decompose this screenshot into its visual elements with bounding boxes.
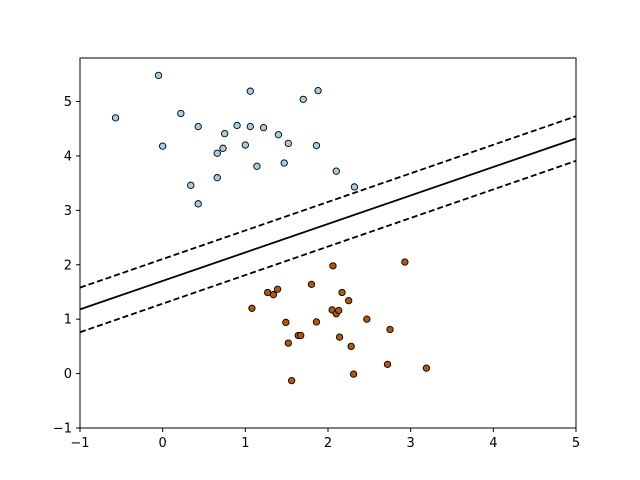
class-0-point bbox=[253, 162, 261, 170]
class-1-point bbox=[349, 370, 358, 378]
y-tick-label: 1 bbox=[64, 313, 72, 328]
class-0-point bbox=[241, 141, 249, 149]
x-tick-label: 2 bbox=[324, 436, 332, 451]
class-0-point bbox=[187, 181, 195, 189]
class-0-point bbox=[111, 114, 120, 122]
y-tick-label: 0 bbox=[64, 367, 72, 382]
class-0-point bbox=[221, 129, 229, 138]
class-0-point bbox=[314, 86, 322, 95]
class-0-point bbox=[177, 109, 185, 118]
class-0-point bbox=[280, 159, 288, 167]
class-0-point bbox=[159, 142, 167, 150]
class-0-point bbox=[274, 131, 283, 139]
axes-frame bbox=[79, 57, 577, 429]
class-1-point bbox=[347, 342, 355, 351]
axes-border bbox=[79, 57, 577, 429]
class-1-point bbox=[269, 291, 278, 299]
y-tick-label: 5 bbox=[64, 95, 72, 110]
y-tick-label: 4 bbox=[64, 149, 72, 164]
y-tick-label: 3 bbox=[64, 204, 72, 219]
plot-area bbox=[80, 71, 576, 385]
class-0-point bbox=[350, 183, 359, 191]
class-1-point bbox=[335, 306, 343, 315]
class-0-point bbox=[194, 122, 202, 131]
x-tick-label: −1 bbox=[70, 436, 89, 451]
class-1-point bbox=[284, 339, 292, 347]
class-0-point bbox=[246, 122, 254, 131]
class-1-point bbox=[273, 285, 282, 293]
x-tick-label: 1 bbox=[241, 436, 249, 451]
class-0-point bbox=[299, 95, 307, 104]
class-1-point bbox=[297, 331, 305, 340]
y-tick-label: 2 bbox=[64, 258, 72, 273]
class-1-point bbox=[422, 364, 431, 372]
margin-line bbox=[80, 159, 576, 334]
margin-line bbox=[80, 115, 576, 289]
class-0-point bbox=[312, 141, 321, 150]
class-1-point bbox=[282, 318, 290, 327]
class-1-point bbox=[307, 280, 316, 289]
x-tick-label: 0 bbox=[159, 436, 167, 451]
class-0-point bbox=[154, 71, 163, 80]
class-1-point bbox=[386, 325, 394, 334]
class-1-point bbox=[338, 288, 346, 297]
class-0-point bbox=[213, 149, 221, 157]
class-1-point bbox=[401, 258, 409, 266]
class-1-point bbox=[383, 360, 392, 368]
class-0-point bbox=[246, 87, 254, 95]
class-0-point bbox=[233, 121, 241, 130]
x-tick-label: 3 bbox=[407, 436, 415, 451]
class-1-point bbox=[363, 315, 371, 323]
x-axis: −1 0 1 2 3 4 5 bbox=[70, 428, 580, 451]
class-1-point bbox=[312, 318, 321, 326]
class-0-point bbox=[213, 174, 221, 182]
class-0-point bbox=[219, 144, 227, 152]
class-0-point bbox=[194, 200, 202, 208]
x-tick-label: 4 bbox=[489, 436, 497, 451]
class-1-point bbox=[248, 304, 256, 312]
class-1-point bbox=[329, 262, 337, 270]
class-1-point bbox=[345, 297, 353, 305]
decision-boundary-line bbox=[80, 137, 576, 311]
y-axis: −1 0 1 2 3 4 5 bbox=[53, 95, 80, 437]
x-tick-label: 5 bbox=[572, 436, 580, 451]
y-tick-label: −1 bbox=[53, 422, 72, 437]
class-0-point bbox=[284, 139, 292, 148]
class-1-point bbox=[335, 333, 344, 341]
class-0-point bbox=[332, 167, 340, 175]
class-1-point bbox=[287, 377, 296, 385]
class-0-point bbox=[259, 123, 268, 132]
